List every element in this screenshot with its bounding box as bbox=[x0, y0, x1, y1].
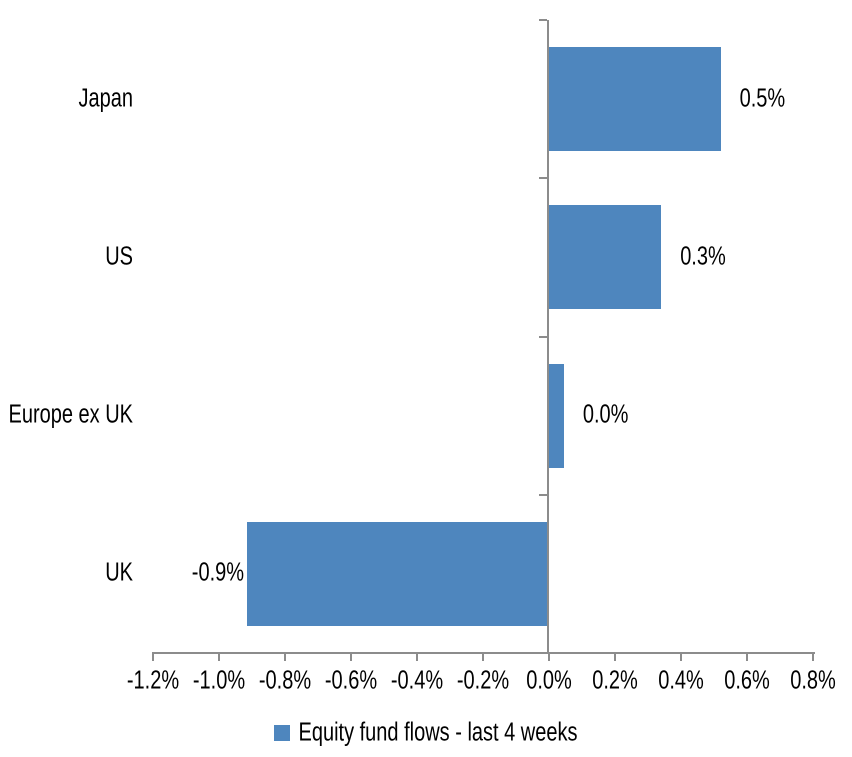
y-axis-tick bbox=[539, 493, 547, 496]
x-axis-tick-label: 0.2% bbox=[592, 666, 638, 695]
x-axis-tick-label: 0.6% bbox=[724, 666, 770, 695]
x-axis-tick bbox=[812, 652, 814, 661]
legend-label: Equity fund flows - last 4 weeks bbox=[298, 718, 578, 747]
y-axis-line bbox=[547, 20, 549, 653]
x-axis-tick-label: -1.0% bbox=[192, 666, 246, 695]
x-axis-tick-label: -1.2% bbox=[126, 666, 180, 695]
legend-swatch bbox=[274, 725, 291, 741]
data-label-us: 0.3% bbox=[680, 242, 726, 272]
x-axis-tick bbox=[218, 652, 220, 661]
x-axis-tick-label: 0.8% bbox=[790, 666, 836, 695]
x-axis-tick bbox=[548, 652, 550, 661]
x-axis-tick-label: -0.2% bbox=[456, 666, 510, 695]
x-axis-tick-label: -0.8% bbox=[258, 666, 312, 695]
category-label-europe-ex-uk: Europe ex UK bbox=[8, 400, 133, 430]
bar-us bbox=[549, 205, 662, 310]
y-axis-tick bbox=[539, 335, 547, 338]
x-axis-tick bbox=[680, 652, 682, 661]
bar-europe-ex-uk bbox=[549, 363, 564, 468]
x-axis-tick-label: 0.4% bbox=[658, 666, 704, 695]
x-axis-tick bbox=[614, 652, 616, 661]
bar-japan bbox=[549, 47, 721, 152]
x-axis-tick-label: -0.6% bbox=[324, 666, 378, 695]
x-axis-tick bbox=[416, 652, 418, 661]
y-axis-tick bbox=[539, 177, 547, 180]
x-axis-tick bbox=[152, 652, 154, 661]
legend: Equity fund flows - last 4 weeks bbox=[0, 718, 852, 747]
category-label-japan: Japan bbox=[78, 84, 134, 113]
x-axis-tick bbox=[350, 652, 352, 661]
bar-uk bbox=[247, 521, 549, 626]
x-axis-line bbox=[153, 652, 815, 654]
data-label-europe-ex-uk: 0.0% bbox=[582, 400, 629, 430]
x-axis-tick bbox=[746, 652, 748, 661]
x-axis-tick bbox=[284, 652, 286, 661]
category-label-uk: UK bbox=[105, 558, 133, 588]
data-label-uk: -0.9% bbox=[191, 558, 245, 588]
y-axis-tick bbox=[539, 19, 547, 21]
category-label-us: US bbox=[105, 242, 133, 272]
x-axis-tick bbox=[482, 652, 484, 661]
x-axis-tick-label: 0.0% bbox=[526, 666, 572, 695]
x-axis-tick-label: -0.4% bbox=[390, 666, 444, 695]
data-label-japan: 0.5% bbox=[739, 84, 786, 113]
